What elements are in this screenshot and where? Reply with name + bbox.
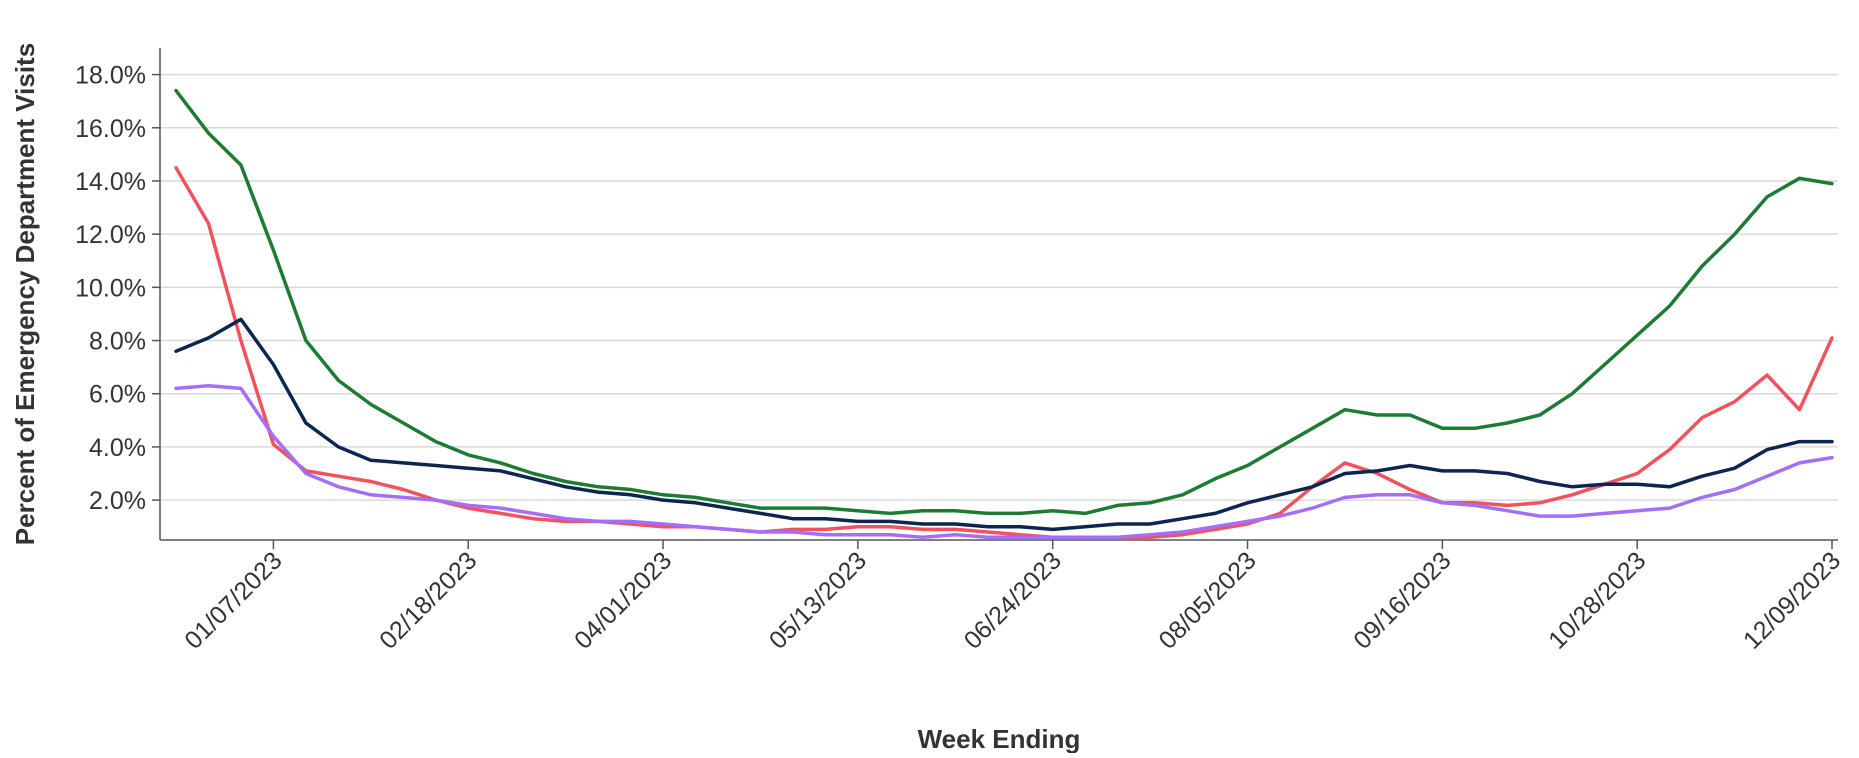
series-lines <box>174 88 1834 540</box>
x-tick-label: 04/01/2023 <box>569 546 677 654</box>
x-tick-label: 01/07/2023 <box>179 546 287 654</box>
y-tick-label: 16.0% <box>75 115 146 143</box>
x-tick-label: 10/28/2023 <box>1543 546 1651 654</box>
x-tick-label: 05/13/2023 <box>764 546 872 654</box>
y-tick-label: 18.0% <box>75 62 146 90</box>
axes <box>159 48 1838 541</box>
y-tick-label: 2.0% <box>89 487 146 515</box>
x-tick-label: 12/09/2023 <box>1738 546 1846 654</box>
x-axis-title: Week Ending <box>918 724 1081 753</box>
y-axis-title: Percent of Emergency Department Visits <box>10 43 40 545</box>
gridlines <box>160 73 1838 501</box>
y-tick-label: 4.0% <box>89 434 146 462</box>
y-tick-label: 14.0% <box>75 168 146 196</box>
x-tick-label: 09/16/2023 <box>1348 546 1456 654</box>
y-tick-label: 10.0% <box>75 274 146 302</box>
series-line-3 <box>174 317 1834 532</box>
x-axis-ticks: 01/07/2023 02/18/2023 04/01/2023 05/13/2023… <box>179 540 1846 655</box>
y-tick-label: 6.0% <box>89 381 146 409</box>
series-line-1 <box>174 88 1834 516</box>
series-line-2 <box>174 165 1834 540</box>
x-tick-label: 06/24/2023 <box>959 546 1067 654</box>
x-tick-label: 02/18/2023 <box>374 546 482 654</box>
x-tick-label: 08/05/2023 <box>1153 546 1261 654</box>
series-line-4 <box>174 384 1834 540</box>
y-tick-label: 12.0% <box>75 221 146 249</box>
y-axis-ticks: 2.0% 4.0% 6.0% 8.0% 10.0% 12.0% 14.0% 16.0% 18.0… <box>75 62 160 515</box>
y-tick-label: 8.0% <box>89 328 146 356</box>
